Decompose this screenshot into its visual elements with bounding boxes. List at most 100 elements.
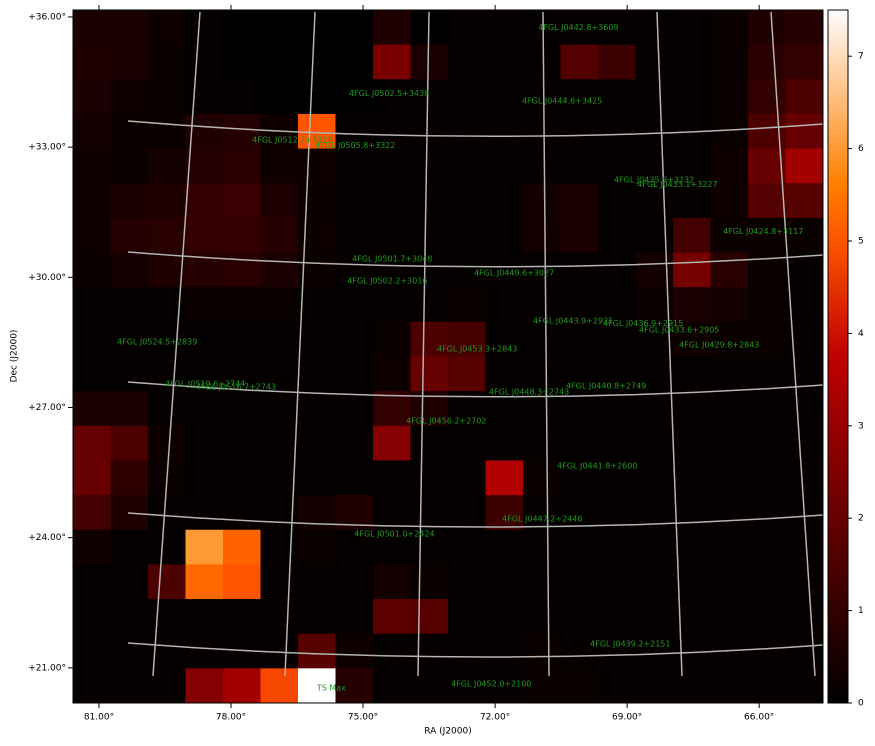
heatmap-cell — [785, 217, 824, 254]
heatmap-cell — [223, 425, 261, 461]
plot-frame — [72, 9, 824, 704]
heatmap-cell — [560, 183, 599, 219]
heatmap-cell — [598, 668, 636, 704]
heatmap-cell — [298, 44, 336, 80]
heatmap-cell — [110, 79, 149, 115]
heatmap-cell — [485, 217, 524, 254]
colorbar-tick-label: 2 — [858, 514, 864, 524]
heatmap-cell — [448, 287, 486, 323]
heatmap-cell — [110, 356, 149, 392]
source-label: 4FGL J0524.5+2839 — [117, 337, 197, 346]
source-label: 4FGL J0456.2+2702 — [406, 416, 486, 425]
heatmap-cell — [635, 564, 674, 600]
heatmap-cell — [785, 113, 824, 150]
heatmap-cell — [185, 633, 224, 669]
heatmap-cell — [410, 529, 449, 565]
heatmap-cell — [298, 668, 336, 704]
heatmap-cell — [748, 321, 786, 357]
heatmap-cell — [485, 44, 524, 80]
heatmap-cell — [710, 356, 749, 392]
heatmap-cell — [748, 287, 786, 323]
heatmap-cell — [260, 10, 299, 46]
heatmap-cell — [748, 79, 786, 115]
heatmap-cell — [748, 183, 786, 219]
source-label: 4FGL J0502.2+3016 — [347, 277, 427, 286]
heatmap-cell — [485, 668, 524, 704]
heatmap-cell — [635, 79, 674, 115]
heatmap-cell — [110, 460, 149, 496]
heatmap-cell — [598, 460, 636, 496]
heatmap-cell — [373, 148, 411, 184]
source-label: 4FGL J0512.2+3323 — [252, 136, 332, 145]
heatmap-cell — [335, 668, 374, 704]
heatmap-cell — [373, 10, 411, 46]
heatmap-cell — [710, 460, 749, 496]
heatmap-cell — [785, 460, 824, 496]
heatmap-cell — [448, 148, 486, 184]
heatmap-cell — [448, 668, 486, 704]
heatmap-cell — [448, 252, 486, 288]
heatmap-cell — [110, 287, 149, 323]
heatmap-cell — [598, 79, 636, 115]
heatmap-cell — [710, 148, 749, 184]
grid-curve — [127, 642, 824, 658]
heatmap-cell — [485, 529, 524, 565]
heatmap-cell — [523, 495, 561, 531]
heatmap-cell — [598, 287, 636, 323]
heatmap-cell — [710, 599, 749, 635]
heatmap-cell — [335, 529, 374, 565]
heatmap-cell — [748, 599, 786, 635]
heatmap-cell — [298, 287, 336, 323]
grid-curve — [770, 11, 816, 677]
heatmap-cell — [148, 599, 186, 635]
heatmap-cell — [560, 599, 599, 635]
heatmap-cell — [710, 391, 749, 427]
heatmap-cell — [298, 529, 336, 565]
heatmap-cell — [410, 148, 449, 184]
heatmap-cell — [185, 321, 224, 357]
heatmap-cell — [448, 356, 486, 392]
heatmap-cell — [335, 148, 374, 184]
heatmap-cell — [523, 564, 561, 600]
heatmap-cell — [673, 10, 711, 46]
source-label: 4FGL J0424.8+3117 — [723, 227, 803, 236]
heatmap-cell — [148, 425, 186, 461]
heatmap-cell — [748, 495, 786, 531]
heatmap-cell — [560, 529, 599, 565]
heatmap-cell — [523, 633, 561, 669]
heatmap-cell — [748, 148, 786, 184]
colorbar — [827, 9, 849, 704]
heatmap-cell — [635, 668, 674, 704]
heatmap-cell — [148, 529, 186, 565]
heatmap-cell — [560, 495, 599, 531]
heatmap-cell — [673, 495, 711, 531]
heatmap-cell — [260, 529, 299, 565]
heatmap-cell — [448, 425, 486, 461]
heatmap-cell — [73, 599, 111, 635]
heatmap-cell — [73, 252, 111, 288]
heatmap-cell — [185, 356, 224, 392]
source-label: 4FGL J0433.1+3227 — [637, 180, 717, 189]
heatmap-cell — [523, 321, 561, 357]
heatmap-cell — [673, 529, 711, 565]
heatmap-cell — [298, 599, 336, 635]
source-label: 4FGL J0443.9+2921 — [533, 317, 613, 326]
heatmap-cell — [710, 425, 749, 461]
heatmap-cell — [523, 44, 561, 80]
heatmap-cell — [635, 356, 674, 392]
heatmap-cell — [635, 529, 674, 565]
heatmap-cell — [223, 564, 261, 600]
heatmap-cell — [335, 425, 374, 461]
heatmap-cell — [598, 633, 636, 669]
heatmap-cell — [373, 252, 411, 288]
heatmap-cell — [148, 252, 186, 288]
heatmap-cell — [598, 599, 636, 635]
heatmap-cell — [298, 633, 336, 669]
heatmap-cell — [598, 10, 636, 46]
colorbar-tick-label: 7 — [858, 52, 864, 62]
x-tick-label: 72.00° — [480, 713, 510, 723]
heatmap-cell — [373, 495, 411, 531]
heatmap-cell — [785, 425, 824, 461]
grid-curve — [542, 11, 550, 677]
heatmap-cell — [485, 183, 524, 219]
